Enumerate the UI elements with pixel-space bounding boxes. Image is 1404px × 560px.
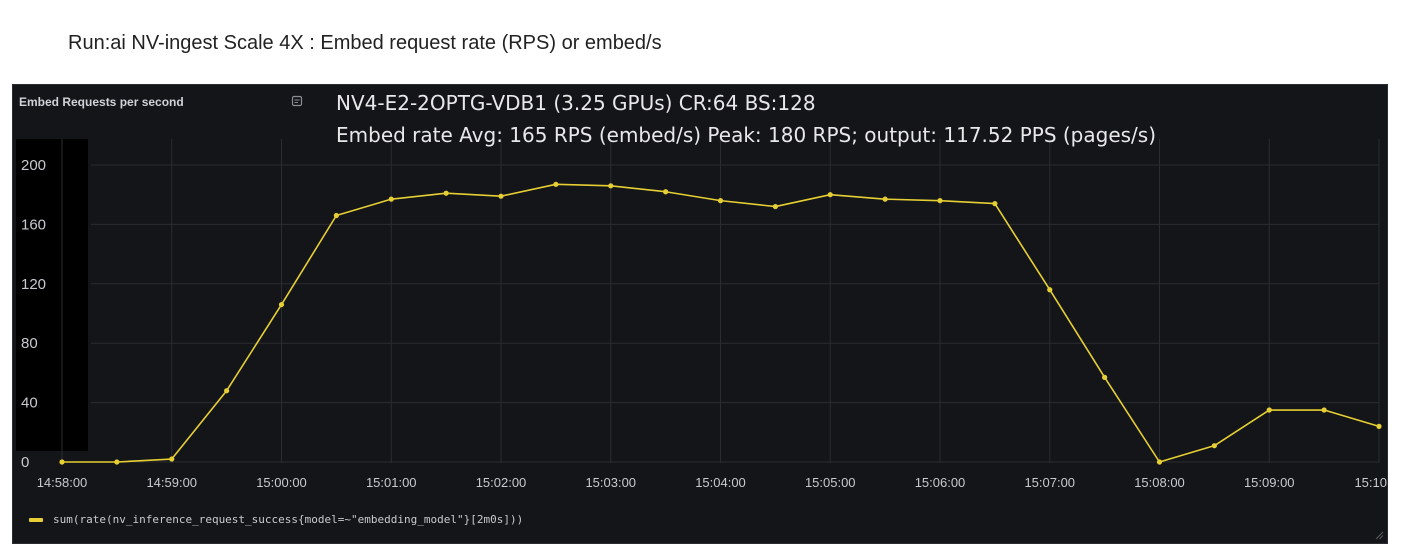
x-tick-label: 15:01:00 bbox=[366, 475, 417, 490]
data-point bbox=[278, 301, 285, 308]
data-point bbox=[1102, 374, 1108, 380]
x-tick-label: 14:58:00 bbox=[37, 475, 88, 490]
data-point bbox=[498, 193, 504, 199]
data-point bbox=[1156, 459, 1163, 465]
x-tick-label: 15:04:00 bbox=[695, 475, 746, 490]
x-tick-label: 15:06:00 bbox=[915, 475, 966, 490]
y-tick-label: 40 bbox=[21, 395, 38, 412]
data-point bbox=[882, 196, 888, 202]
page-title: Run:ai NV-ingest Scale 4X : Embed reques… bbox=[68, 32, 662, 54]
data-point bbox=[59, 459, 65, 465]
x-tick-label: 14:59:00 bbox=[146, 475, 197, 490]
data-point bbox=[937, 198, 943, 204]
data-point bbox=[772, 203, 778, 210]
data-point bbox=[992, 201, 998, 207]
x-tick-label: 15:05:00 bbox=[805, 475, 856, 490]
legend-swatch bbox=[29, 517, 43, 522]
x-tick-label: 15:07:00 bbox=[1024, 475, 1075, 490]
y-tick-label: 0 bbox=[21, 454, 29, 471]
y-tick-label: 80 bbox=[21, 335, 38, 352]
data-point bbox=[827, 192, 833, 198]
chart-svg: 0 40 80 120 160 200 14:58:00 14:59:00 15:00:00 1… bbox=[16, 139, 1387, 490]
data-point bbox=[224, 388, 230, 394]
x-tick-label: 15:03:00 bbox=[585, 475, 636, 490]
panel-title[interactable]: Embed Requests per second bbox=[19, 95, 184, 109]
x-tick-label: 15:09:00 bbox=[1244, 475, 1295, 490]
x-tick-label: 15:02:00 bbox=[476, 475, 527, 490]
chart-panel: Embed Requests per second 0 40 80 120 160 200… bbox=[12, 84, 1388, 544]
data-point bbox=[1211, 443, 1217, 449]
legend-series-label: sum(rate(nv_inference_request_success{mo… bbox=[53, 513, 524, 526]
data-point bbox=[169, 456, 175, 462]
y-tick-label: 160 bbox=[21, 216, 46, 233]
panel-menu-icon[interactable] bbox=[291, 95, 303, 107]
data-point bbox=[717, 198, 724, 204]
data-point bbox=[1266, 407, 1272, 413]
data-point bbox=[388, 196, 394, 202]
x-tick-label: 15:08:00 bbox=[1134, 475, 1185, 490]
y-axis-background bbox=[16, 139, 88, 451]
x-tick-label: 15:10 bbox=[1354, 475, 1387, 490]
annotation-rates: Embed rate Avg: 165 RPS (embed/s) Peak: … bbox=[336, 123, 1157, 147]
data-point bbox=[443, 190, 449, 196]
y-tick-label: 120 bbox=[21, 276, 46, 293]
data-point bbox=[1376, 423, 1382, 429]
data-point bbox=[663, 189, 669, 195]
data-point bbox=[114, 459, 120, 465]
data-point bbox=[1047, 287, 1053, 293]
annotation-config: NV4-E2-2OPTG-VDB1 (3.25 GPUs) CR:64 BS:1… bbox=[336, 91, 816, 115]
data-point bbox=[1321, 407, 1327, 413]
y-tick-label: 200 bbox=[21, 157, 46, 174]
data-point bbox=[333, 212, 339, 219]
data-point bbox=[553, 181, 559, 187]
legend[interactable]: sum(rate(nv_inference_request_success{mo… bbox=[29, 513, 523, 526]
x-tick-label: 15:00:00 bbox=[256, 475, 307, 490]
data-point bbox=[608, 183, 614, 189]
resize-handle-icon[interactable] bbox=[1374, 530, 1384, 540]
